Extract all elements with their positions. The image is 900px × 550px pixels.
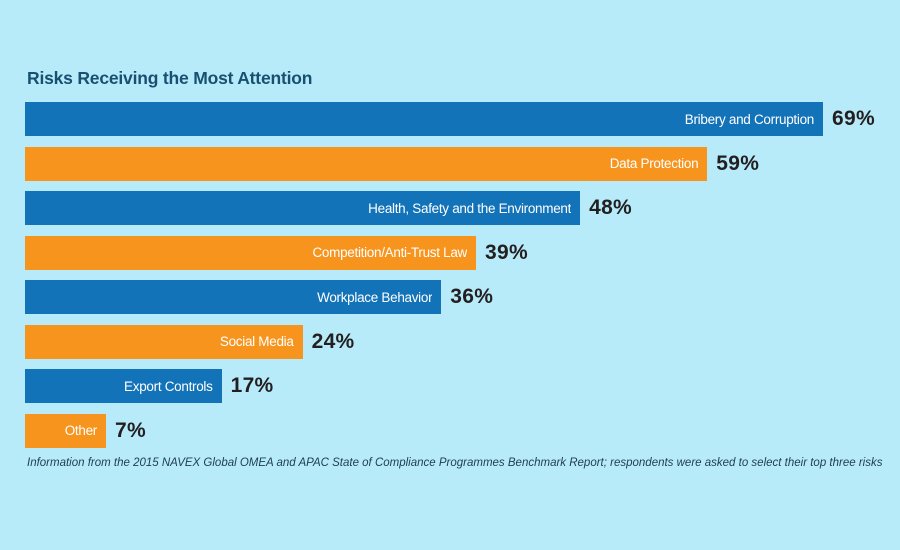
bar-row: Data Protection 59% [25, 146, 895, 181]
bar-row: Export Controls 17% [25, 369, 895, 403]
bar-value-label: 69% [832, 107, 875, 130]
bar-value-label: 48% [589, 196, 633, 219]
bar-bribery-and-corruption: Bribery and Corruption [25, 102, 823, 136]
bar-category-label: Data Protection [609, 156, 699, 171]
bar-value-label: 36% [450, 285, 494, 308]
bar-row: Other 7% [25, 413, 895, 448]
bar-data-protection: Data Protection [25, 146, 708, 181]
bar-health-safety-environment: Health, Safety and the Environment [25, 191, 581, 225]
bar-category-label: Bribery and Corruption [684, 111, 814, 127]
bar-category-label: Competition/Anti-Trust Law [312, 245, 467, 260]
page-title: Risks Receiving the Most Attention [27, 68, 313, 88]
bar-row: Bribery and Corruption 69% [25, 102, 895, 136]
bar-value-label: 17% [230, 374, 274, 397]
bar-chart: Bribery and Corruption 69% Data Protecti… [25, 102, 895, 458]
bar-row: Competition/Anti-Trust Law 39% [25, 235, 895, 270]
bar-category-label: Social Media [219, 334, 294, 349]
bar-row: Social Media 24% [25, 324, 895, 359]
bar-row: Health, Safety and the Environment 48% [25, 191, 895, 225]
bar-value-label: 24% [311, 329, 355, 353]
bar-category-label: Export Controls [124, 378, 213, 394]
bar-workplace-behavior: Workplace Behavior [25, 280, 442, 314]
bar-export-controls: Export Controls [25, 369, 222, 403]
bar-value-label: 7% [115, 418, 146, 442]
bar-other: Other [25, 413, 106, 448]
bar-category-label: Other [64, 423, 97, 438]
bar-category-label: Health, Safety and the Environment [368, 200, 572, 216]
bar-row: Workplace Behavior 36% [25, 280, 895, 314]
bar-value-label: 39% [485, 240, 528, 264]
source-note: Information from the 2015 NAVEX Global O… [27, 457, 883, 469]
bar-category-label: Workplace Behavior [317, 289, 433, 305]
bar-social-media: Social Media [25, 324, 303, 359]
bar-value-label: 59% [716, 151, 760, 175]
bar-competition-anti-trust-law: Competition/Anti-Trust Law [25, 235, 476, 270]
